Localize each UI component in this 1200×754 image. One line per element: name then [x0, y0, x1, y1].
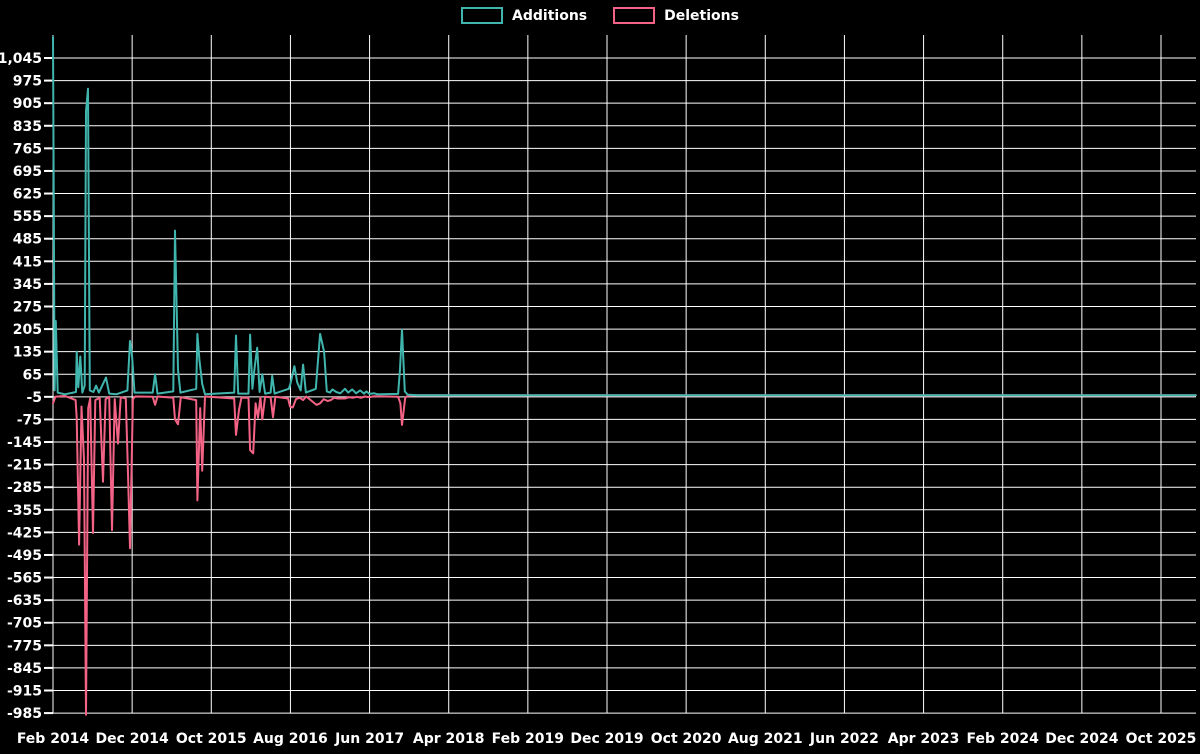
series-line-deletions	[52, 394, 1197, 716]
y-axis-label: -145	[7, 435, 42, 451]
legend-item-deletions[interactable]: Deletions	[613, 7, 739, 24]
y-axis-label: 695	[13, 164, 42, 180]
y-axis-label: -355	[7, 503, 42, 519]
legend-item-additions[interactable]: Additions	[461, 7, 587, 24]
x-axis-label: Oct 2015	[176, 731, 247, 747]
y-axis-label: 345	[13, 277, 42, 293]
y-axis-label: -75	[17, 412, 42, 428]
series-line-additions	[52, 36, 1197, 397]
x-axis-label: Dec 2024	[1045, 731, 1119, 747]
x-axis-label: Jun 2017	[334, 731, 404, 747]
y-axis-label: 415	[13, 254, 42, 270]
y-axis-label: -425	[7, 525, 42, 541]
y-axis-label: -985	[7, 706, 42, 722]
chart-legend: Additions Deletions	[0, 7, 1200, 24]
y-axis-label: 555	[13, 209, 42, 225]
y-axis-label: 835	[13, 119, 42, 135]
x-axis-label: Jun 2022	[809, 731, 879, 747]
y-axis-label: 65	[23, 367, 42, 383]
y-axis-label: -635	[7, 593, 42, 609]
y-axis-label: 485	[13, 232, 42, 248]
additions-swatch-icon	[461, 7, 504, 24]
x-axis-label: Dec 2014	[96, 731, 170, 747]
y-axis-label: -845	[7, 661, 42, 677]
x-axis-label: Feb 2019	[492, 731, 564, 747]
y-axis-label: 1,045	[0, 51, 42, 67]
y-axis-label: 905	[13, 96, 42, 112]
y-axis-label: -495	[7, 548, 42, 564]
y-axis-label: 135	[13, 345, 42, 361]
y-axis-label: 975	[13, 74, 42, 90]
x-axis-label: Oct 2020	[651, 731, 722, 747]
legend-label-additions: Additions	[512, 7, 588, 24]
y-axis-label: -565	[7, 571, 42, 587]
y-axis-label: 205	[13, 322, 42, 338]
x-axis-label: Aug 2021	[728, 731, 803, 747]
x-axis-label: Aug 2016	[253, 731, 328, 747]
x-axis-label: Oct 2025	[1126, 731, 1197, 747]
y-axis-label: 765	[13, 141, 42, 157]
x-axis-label: Feb 2024	[967, 731, 1040, 747]
x-axis-label: Apr 2018	[413, 731, 485, 747]
y-axis-label: 625	[13, 187, 42, 203]
y-axis-label: 275	[13, 299, 42, 315]
x-axis-label: Feb 2014	[17, 731, 90, 747]
x-axis-label: Dec 2019	[570, 731, 643, 747]
y-axis-label: -915	[7, 684, 42, 700]
deletions-swatch-icon	[613, 7, 656, 24]
y-axis-label: -775	[7, 638, 42, 654]
y-axis-label: -285	[7, 480, 42, 496]
x-axis-label: Apr 2023	[888, 731, 960, 747]
y-axis-label: -215	[7, 458, 42, 474]
y-axis-label: -5	[26, 390, 42, 406]
y-axis-label: -705	[7, 616, 42, 632]
legend-label-deletions: Deletions	[664, 7, 739, 24]
